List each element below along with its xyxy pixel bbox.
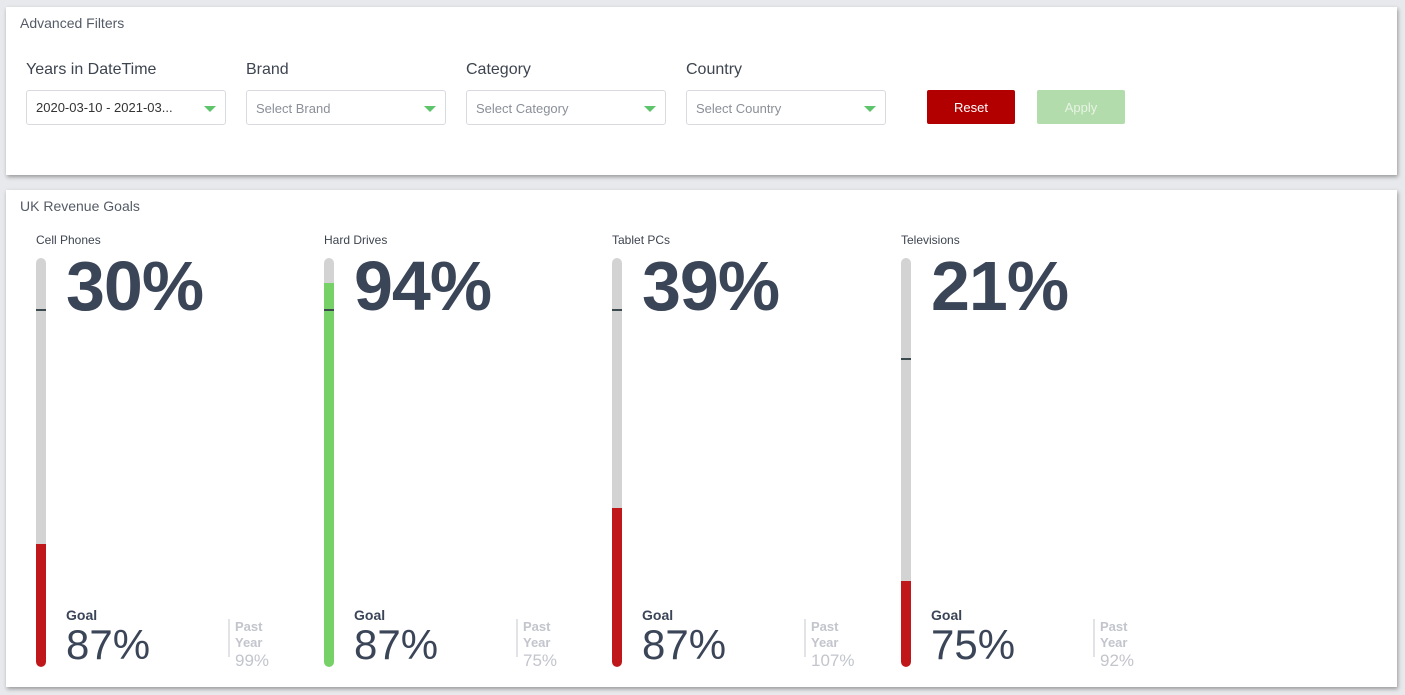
revenue-goals-panel: UK Revenue Goals Cell Phones 30% Goal 87… [6,190,1397,687]
chevron-down-icon [644,106,656,112]
past-year: Past Year 99% [228,619,292,670]
kpi-name: Tablet PCs [612,233,671,247]
chevron-down-icon [424,106,436,112]
past-year-label: Past Year [811,619,839,650]
kpi-value: 94% [354,247,492,325]
panel-title: UK Revenue Goals [20,198,140,214]
goal-marker [901,358,911,361]
brand-select[interactable]: Select Brand [246,90,446,125]
select-placeholder: Select Category [476,101,569,116]
reset-button[interactable]: Reset [927,90,1015,124]
kpi-card: Televisions 21% Goal 75% Past Year 92% [877,230,1157,670]
select-value: 2020-03-10 - 2021-03... [36,100,173,115]
goal-value: 75% [931,621,1016,668]
progress-bar [324,258,334,667]
goal-label: Goal [642,607,674,623]
bar-fill [612,507,622,667]
goal-value: 87% [354,621,439,668]
bar-fill [36,544,46,667]
past-year: Past Year 75% [516,619,580,670]
past-year-label: Past Year [523,619,551,650]
past-year: Past Year 107% [804,619,868,670]
select-placeholder: Select Brand [256,101,331,116]
kpi-card: Cell Phones 30% Goal 87% Past Year 99% [12,230,292,670]
goal-label: Goal [354,607,386,623]
bar-fill [901,581,911,667]
filter-country: Country Select Country [686,59,886,125]
goal-marker [36,309,46,312]
filter-label: Category [466,61,531,78]
filter-brand: Brand Select Brand [246,59,446,125]
goal-marker [324,309,334,312]
chevron-down-icon [204,106,216,112]
past-year-label: Past Year [1100,619,1128,650]
kpi-value: 39% [642,247,780,325]
kpi-card: Tablet PCs 39% Goal 87% Past Year 107% [588,230,868,670]
kpi-name: Hard Drives [324,233,388,247]
progress-bar [612,258,622,667]
kpi-card: Hard Drives 94% Goal 87% Past Year 75% [300,230,580,670]
goal-marker [612,309,622,312]
past-year-value: 107% [811,651,855,670]
filter-category: Category Select Category [466,59,666,125]
category-select[interactable]: Select Category [466,90,666,125]
filter-label: Years in DateTime [26,61,157,78]
past-year: Past Year 92% [1093,619,1157,670]
goal-label: Goal [931,607,963,623]
past-year-value: 99% [235,651,270,670]
goal-label: Goal [66,607,98,623]
filter-label: Brand [246,61,289,78]
goal-value: 87% [66,621,151,668]
panel-title: Advanced Filters [20,15,125,31]
kpi-value: 21% [931,247,1069,325]
country-select[interactable]: Select Country [686,90,886,125]
kpi-value: 30% [66,247,204,325]
bar-fill [324,282,334,667]
progress-bar [901,258,911,667]
advanced-filters-panel: Advanced Filters Years in DateTime 2020-… [6,7,1397,175]
goal-value: 87% [642,621,727,668]
filter-label: Country [686,61,743,78]
select-placeholder: Select Country [696,101,782,116]
past-year-value: 75% [523,651,558,670]
apply-button[interactable]: Apply [1037,90,1125,124]
past-year-label: Past Year [235,619,263,650]
filter-years: Years in DateTime 2020-03-10 - 2021-03..… [26,59,226,125]
past-year-value: 92% [1100,651,1135,670]
chevron-down-icon [864,106,876,112]
progress-bar [36,258,46,667]
years-select[interactable]: 2020-03-10 - 2021-03... [26,90,226,125]
kpi-name: Cell Phones [36,233,101,247]
kpi-name: Televisions [901,233,960,247]
